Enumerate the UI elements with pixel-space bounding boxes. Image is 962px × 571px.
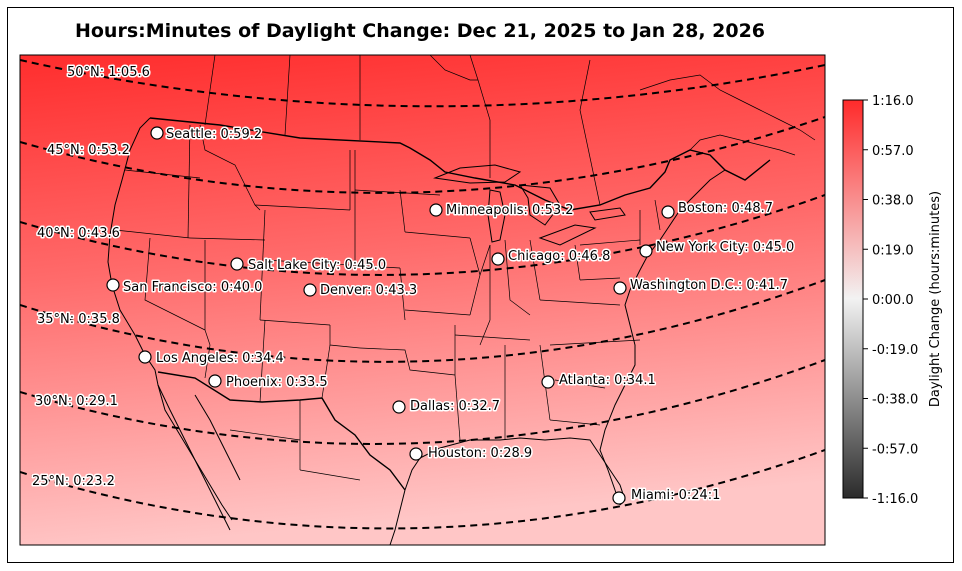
lat-40-line xyxy=(20,194,825,276)
city-salt-lake-city[interactable]: Salt Lake City: 0:45.0 xyxy=(230,257,388,275)
latitude-labels: 50°N: 1:05.6 45°N: 0:53.2 40°N: 0:43.6 3… xyxy=(31,64,152,491)
city-label: San Francisco: 0:40.0 xyxy=(123,280,262,295)
latitude-lines xyxy=(20,59,825,530)
lat-45-label: 45°N: 0:53.2 xyxy=(47,143,130,158)
lat-50-label: 50°N: 1:05.6 xyxy=(67,65,150,80)
city-label: New York City: 0:45.0 xyxy=(656,240,794,255)
lake-erie xyxy=(538,224,597,246)
city-marker[interactable] xyxy=(208,374,222,388)
city-label: Boston: 0:48.7 xyxy=(678,201,773,216)
city-chicago[interactable]: Chicago: 0:46.8 xyxy=(491,248,612,266)
colorbar-tick-label: 0:57.0 xyxy=(872,144,914,159)
city-miami[interactable]: Miami: 0:24:1 xyxy=(612,487,722,505)
lat-35-line xyxy=(20,279,825,363)
mexico-state-border xyxy=(229,429,301,441)
lat-30-line xyxy=(20,359,825,445)
lat-35-label: 35°N: 0:35.8 xyxy=(37,312,120,327)
city-marker[interactable] xyxy=(106,278,120,292)
map-area xyxy=(19,54,826,546)
canada-province-border xyxy=(284,55,291,136)
colorbar-tick-label: -0:57.0 xyxy=(872,442,918,457)
canada-province-border xyxy=(204,55,216,126)
colorbar-label: Daylight Change (hours:minutes) xyxy=(928,191,943,407)
city-minneapolis[interactable]: Minneapolis: 0:53.2 xyxy=(429,202,575,220)
city-marker[interactable] xyxy=(613,281,627,295)
east-coast xyxy=(599,169,726,506)
lake-huron xyxy=(519,184,561,226)
city-marker[interactable] xyxy=(409,447,423,461)
city-marker[interactable] xyxy=(661,205,675,219)
city-marker[interactable] xyxy=(429,203,443,217)
city-marker[interactable] xyxy=(639,244,653,258)
city-marker[interactable] xyxy=(541,375,555,389)
city-san-francisco[interactable]: San Francisco: 0:40.0 xyxy=(106,278,264,297)
colorbar-tick-label: -0:19.0 xyxy=(872,343,918,358)
city-houston[interactable]: Houston: 0:28.9 xyxy=(409,445,534,463)
colorbar-tick-label: 0:38.0 xyxy=(872,194,914,209)
city-phoenix[interactable]: Phoenix: 0:33.5 xyxy=(208,374,329,392)
lat-30-label: 30°N: 0:29.1 xyxy=(35,394,118,409)
city-label: Washington D.C.: 0:41.7 xyxy=(630,278,788,293)
city-marker[interactable] xyxy=(491,252,505,266)
city-label: Phoenix: 0:33.5 xyxy=(226,375,328,390)
city-label: Salt Lake City: 0:45.0 xyxy=(248,258,386,273)
baja-peninsula xyxy=(157,384,231,531)
map-title: Hours:Minutes of Daylight Change: Dec 21… xyxy=(74,20,766,42)
gulf-st-lawrence xyxy=(689,134,796,156)
city-markers: Seattle: 0:59.2 Minneapolis: 0:53.2 Bost… xyxy=(106,126,796,505)
city-label: Atlanta: 0:34.1 xyxy=(559,373,656,388)
city-label: Dallas: 0:32.7 xyxy=(410,399,500,414)
city-marker[interactable] xyxy=(150,126,164,140)
hudson-bay-coast xyxy=(429,55,478,81)
city-marker[interactable] xyxy=(303,283,317,297)
city-new-york[interactable]: New York City: 0:45.0 xyxy=(639,239,796,258)
canada-province-border xyxy=(579,59,601,206)
colorbar-gradient xyxy=(842,99,864,499)
city-label: Los Angeles: 0:34.4 xyxy=(156,351,284,366)
lat-25-label: 25°N: 0:23.2 xyxy=(32,474,115,489)
lat-40-label: 40°N: 0:43.6 xyxy=(37,226,120,241)
city-atlanta[interactable]: Atlanta: 0:34.1 xyxy=(541,372,657,390)
city-denver[interactable]: Denver: 0:43.3 xyxy=(303,282,419,300)
colorbar-tick-label: 1:16.0 xyxy=(872,94,914,109)
colorbar: 1:16.0 0:57.0 0:38.0 0:19.0 0:00.0 -0:19.0 -0:… xyxy=(842,94,943,507)
colorbar-tick-label: 0:00.0 xyxy=(872,293,914,308)
colorbar-tick-label: -1:16.0 xyxy=(872,492,918,507)
us-canada-border xyxy=(149,117,771,211)
mexico-state-border xyxy=(299,469,361,481)
gulf-coast xyxy=(404,437,626,506)
city-boston[interactable]: Boston: 0:48.7 xyxy=(661,200,775,219)
city-label: Miami: 0:24:1 xyxy=(631,488,720,503)
colorbar-tick-label: 0:19.0 xyxy=(872,243,914,258)
colorbar-ticks: 1:16.0 0:57.0 0:38.0 0:19.0 0:00.0 -0:19.0 -0:… xyxy=(863,94,918,507)
lat-45-line xyxy=(20,116,825,194)
lake-superior xyxy=(433,164,522,184)
city-label: Minneapolis: 0:53.2 xyxy=(446,203,574,218)
city-marker[interactable] xyxy=(138,350,152,364)
city-label: Chicago: 0:46.8 xyxy=(508,249,610,264)
city-label: Houston: 0:28.9 xyxy=(428,446,532,461)
lake-ontario xyxy=(589,207,626,221)
lat-25-line xyxy=(20,449,825,530)
canada-province-border xyxy=(469,55,491,178)
city-los-angeles[interactable]: Los Angeles: 0:34.4 xyxy=(138,350,285,368)
lake-michigan xyxy=(487,189,506,243)
city-marker[interactable] xyxy=(392,400,406,414)
gulf-of-california xyxy=(194,394,241,481)
city-marker[interactable] xyxy=(612,491,626,505)
city-seattle[interactable]: Seattle: 0:59.2 xyxy=(150,126,264,144)
colorbar-tick-label: -0:38.0 xyxy=(872,393,918,408)
city-marker[interactable] xyxy=(230,257,244,271)
city-label: Denver: 0:43.3 xyxy=(320,283,417,298)
mexico-coast xyxy=(389,489,406,545)
city-washington-dc[interactable]: Washington D.C.: 0:41.7 xyxy=(613,277,790,295)
city-dallas[interactable]: Dallas: 0:32.7 xyxy=(392,398,502,416)
city-label: Seattle: 0:59.2 xyxy=(166,127,262,142)
